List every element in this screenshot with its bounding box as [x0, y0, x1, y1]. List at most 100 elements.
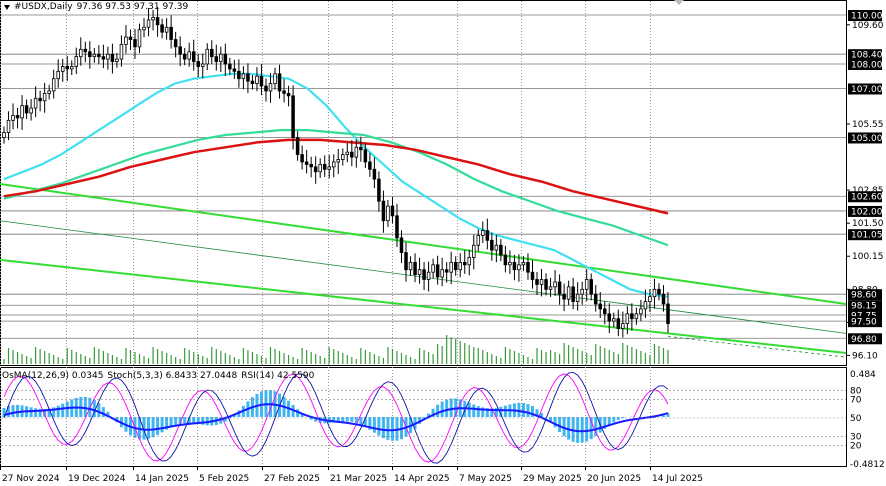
candle-body [426, 271, 431, 280]
osma-bar [363, 417, 367, 428]
scroll-marker-icon[interactable] [4, 5, 10, 10]
candle-body [273, 73, 277, 84]
time-tick-label: 21 Mar 2025 [330, 474, 387, 484]
osma-bar [549, 417, 553, 423]
candle-body [535, 279, 539, 285]
candle-body [318, 164, 322, 173]
time-tick-label: 14 Jan 2025 [135, 474, 189, 484]
osma-bar [341, 417, 345, 422]
chart-header: #USDX,Daily 97.36 97.53 97.31 97.39 [14, 2, 192, 12]
candle-body [38, 97, 42, 102]
time-tick-label: 27 Nov 2024 [2, 474, 60, 484]
candle-body [499, 244, 503, 256]
level-box-label: 98.15 [851, 302, 877, 312]
time-tick-label: 14 Apr 2025 [394, 474, 450, 484]
candle-body [200, 63, 205, 67]
osma-bar [431, 408, 435, 417]
candle-body [639, 308, 643, 315]
stoch-level-label: 80 [850, 386, 862, 396]
osma-bar [97, 403, 101, 417]
candle-body [92, 53, 97, 58]
level-box [848, 191, 882, 203]
osma-bar [485, 408, 489, 417]
shift-marker-icon[interactable] [674, 0, 684, 5]
candle-body [422, 269, 426, 280]
candle-body [526, 261, 530, 273]
candle-body [390, 205, 395, 217]
candle-body [548, 286, 553, 290]
price-tick-label: 96.10 [852, 351, 878, 361]
candle-body [512, 261, 517, 271]
candle-body [476, 235, 481, 246]
time-axis: 27 Nov 2024 19 Dec 2024 14 Jan 2025 5 Feb 2… [0, 466, 703, 484]
candle-body [462, 261, 467, 266]
candle-body [60, 66, 65, 72]
candle-body [178, 46, 182, 55]
candle-body [603, 308, 607, 315]
osma-bar [553, 417, 557, 428]
candle-body [250, 80, 255, 84]
osma-bar [151, 417, 155, 438]
osma-bar [499, 406, 503, 417]
candle-body [643, 301, 648, 310]
osma-bar [156, 417, 160, 435]
candle-body [404, 252, 408, 271]
ohlc-label: 97.36 97.53 97.31 97.39 [76, 2, 189, 12]
candle-body [97, 53, 101, 58]
candle-body [345, 151, 350, 156]
candle-body [453, 261, 458, 271]
candle-body [449, 261, 453, 273]
osma-bar [503, 405, 507, 417]
level-box-label: 98.60 [851, 291, 877, 301]
candle-body [300, 154, 304, 163]
osma-bar [436, 404, 440, 417]
candle-body [65, 66, 69, 70]
rsi-line [3, 403, 669, 433]
time-tick-label: 5 Feb 2025 [199, 474, 249, 484]
level-labels: 110.00108.40108.00107.00105.00102.60102.… [848, 10, 883, 345]
osma-bar [183, 417, 187, 424]
candle-body [11, 115, 15, 121]
osma-bar [43, 408, 47, 417]
osma-bar [377, 417, 381, 436]
candle-body [20, 105, 24, 119]
price-tick-label: 105.55 [852, 120, 884, 130]
ema-mid-line [3, 129, 669, 247]
candle-body [182, 53, 187, 60]
channel-upper [0, 183, 847, 305]
candle-body [517, 264, 521, 271]
osma-bar [652, 417, 656, 418]
candle-body [363, 149, 368, 163]
osma-bar [309, 417, 313, 420]
osma-bar [52, 407, 56, 417]
candle-body [341, 154, 345, 160]
time-tick-label: 19 Dec 2024 [68, 474, 126, 484]
candle-body [142, 26, 146, 31]
osma-bar [449, 398, 453, 417]
indicator-header: OsMA(12,26,9) 0.0345 Stoch(5,3,3) 6.8433 … [2, 371, 318, 381]
candle-body [657, 288, 661, 295]
candle-body [381, 200, 386, 222]
osma-bar [16, 404, 20, 417]
candle-body [291, 95, 295, 138]
stoch-level-label: 30 [850, 432, 862, 442]
osma-bar [7, 406, 11, 417]
stoch-level-label: 70 [850, 396, 862, 406]
osma-bar [65, 401, 69, 417]
candle-body [399, 237, 404, 253]
indicator-panel [2, 371, 670, 464]
osma-bar [494, 407, 498, 417]
candle-body [15, 115, 20, 119]
candle-body [575, 293, 580, 302]
osma-max-label: 0.484 [850, 370, 876, 380]
osma-bar [535, 409, 539, 417]
osma-bar [187, 417, 191, 424]
candle-body [70, 66, 74, 70]
rsi-label: RSI(14) 42.5590 [241, 371, 315, 381]
candle-body [359, 146, 363, 151]
level-box-label: 97.50 [851, 318, 877, 328]
symbol-label: #USDX,Daily [14, 2, 73, 12]
candle-body [593, 293, 598, 305]
osma-bar [445, 399, 449, 417]
